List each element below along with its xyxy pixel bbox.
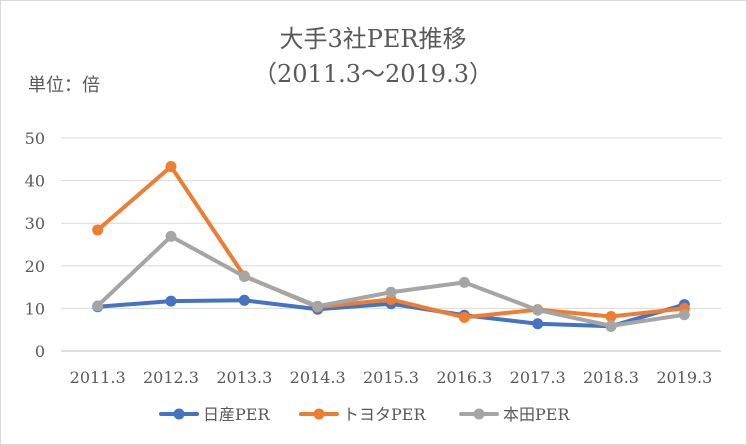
data-point: [238, 294, 250, 306]
data-point: [385, 286, 397, 298]
y-tick-label: 50: [25, 129, 45, 148]
legend-swatch-marker: [173, 408, 185, 420]
series-3: [92, 230, 690, 332]
y-tick-label: 10: [25, 299, 45, 318]
unit-label: 単位：倍: [28, 75, 100, 96]
x-tick-label: 2014.3: [290, 368, 346, 387]
legend-label: トヨタPER: [343, 405, 426, 424]
data-point: [165, 295, 177, 307]
x-tick-label: 2016.3: [436, 368, 492, 387]
x-tick-label: 2011.3: [70, 368, 126, 387]
data-point: [605, 320, 617, 332]
y-tick-label: 20: [25, 257, 45, 276]
legend-item: トヨタPER: [299, 405, 426, 424]
data-point: [532, 304, 544, 316]
y-tick-label: 0: [35, 342, 45, 361]
data-point: [312, 300, 324, 312]
legend-swatch-marker: [313, 408, 325, 420]
data-point: [165, 230, 177, 242]
data-point: [165, 161, 177, 173]
data-point: [238, 270, 250, 282]
legend-label: 本田PER: [503, 405, 570, 424]
x-tick-label: 2012.3: [143, 368, 199, 387]
x-tick-label: 2013.3: [216, 368, 272, 387]
data-point: [458, 276, 470, 288]
legend-item: 本田PER: [459, 405, 570, 424]
chart-title: 大手3社PER推移: [279, 25, 466, 53]
series-line: [95, 234, 687, 328]
data-point: [458, 311, 470, 323]
x-tick-label: 2019.3: [656, 368, 712, 387]
chart-subtitle: （2011.3～2019.3）: [253, 60, 493, 88]
data-point: [678, 309, 690, 321]
legend-swatch-marker: [473, 408, 485, 420]
gridlines: [61, 137, 721, 352]
data-point: [92, 224, 104, 236]
data-point: [532, 318, 544, 330]
y-tick-label: 30: [25, 214, 45, 233]
data-point: [605, 310, 617, 322]
x-axis: 2011.3 2012.3 2013.3 2014.3 2015.3 2016.3 2017…: [70, 368, 713, 387]
x-tick-label: 2015.3: [363, 368, 419, 387]
legend-item: 日産PER: [159, 405, 270, 424]
legend: 日産PER トヨタPER 本田PER: [159, 405, 570, 424]
y-axis: 0 10 20 30 40 50: [25, 129, 45, 361]
x-tick-label: 2018.3: [583, 368, 639, 387]
y-tick-label: 40: [25, 172, 45, 191]
x-tick-label: 2017.3: [510, 368, 566, 387]
series-lines: [92, 161, 690, 332]
data-point: [92, 300, 104, 312]
legend-label: 日産PER: [203, 405, 270, 424]
